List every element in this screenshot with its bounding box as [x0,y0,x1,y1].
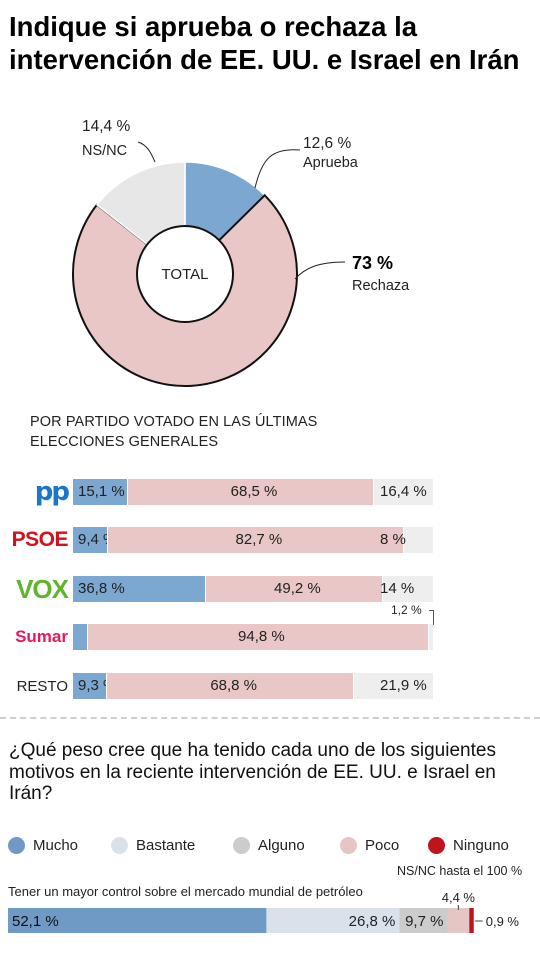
small-value-leader [429,610,434,625]
motive-value-label: 26,8 % [349,913,396,930]
legend-item-bastante: Bastante [111,834,195,856]
bar-value-label: 49,2 % [274,580,321,597]
party-bar: 9,3 % 68,8 % 21,9 % [73,673,433,699]
bar-segment-nsnc [428,624,433,650]
legend-swatch [428,836,445,854]
motive-row-label: Tener un mayor control sobre el mercado … [8,884,363,899]
party-chart-subtitle: POR PARTIDO VOTADO EN LAS ÚLTIMAS ELECCI… [30,414,318,450]
bar-segment-rechaza [106,527,405,553]
donut-hole [136,225,234,323]
motive-value-label: 9,7 % [405,913,443,930]
legend-swatch [111,836,128,854]
bar-segment-rechaza [205,576,383,602]
party-row-pp: pp 15,1 % 68,5 % 16,4 % [0,479,540,505]
slice-label-rechaza-value: 73 % [352,253,393,273]
motives-question: ¿Qué peso cree que ha tenido cada uno de… [9,740,496,804]
legend-label: Mucho [33,836,79,854]
bar-segment-nsnc [382,576,433,602]
bar-value-label: 15,1 % [78,483,125,500]
party-logo-sumar: Sumar [0,624,68,650]
party-bar: 4 %94,8 %1,2 % [73,603,434,650]
party-logo-text: Sumar [15,627,68,646]
bar-segment-aprueba [73,673,107,699]
motive-segment-bastante [266,908,400,933]
bar-value-label: 36,8 % [78,580,125,597]
slice-label-nsnc-value: 14,4 % [82,118,130,135]
slice-label-aprueba-name: Aprueba [303,155,359,171]
party-logo-text: PSOE [11,528,69,551]
legend-item-poco: Poco [340,834,399,856]
legend-swatch [340,836,357,854]
legend-swatch [8,836,25,854]
motive-bar-chart: 52,1 % 26,8 % 9,7 % 4,4 % 0,9 % [8,890,520,933]
legend: Mucho Bastante Alguno Poco Ninguno [8,834,538,856]
bar-segment-aprueba [73,527,107,553]
party-row-vox: VOX 36,8 % 49,2 % 14 % [0,573,540,604]
bar-segment-aprueba [73,576,206,602]
party-row-psoe: PSOE 9,4 % 82,7 % 8 % [0,527,540,553]
bar-segment-aprueba [73,624,88,650]
bar-value-label: 82,7 % [235,531,283,548]
party-logo-pp: pp [0,477,70,507]
party-logo-psoe: PSOE [0,527,69,553]
nsnc-note: NS/NC hasta el 100 % [397,864,523,878]
bar-segment-aprueba [73,479,128,505]
party-logo-resto: RESTO [0,673,68,699]
bar-segment-nsnc [373,479,433,505]
bar-value-label: 1,2 % [391,603,422,617]
legend-item-ninguno: Ninguno [428,834,509,856]
slice-label-aprueba-value: 12,6 % [303,135,351,152]
legend-item-mucho: Mucho [8,834,78,856]
party-logo-text: VOX [16,573,69,604]
bar-segment-nsnc [404,527,433,553]
party-row-sumar: Sumar4 %94,8 %1,2 % [0,603,540,650]
leader-line-nsnc [137,141,156,163]
party-bar: 9,4 % 82,7 % 8 % [73,527,433,553]
motive-value-label: 0,9 % [486,914,520,929]
party-logo-text: RESTO [16,677,68,695]
bar-segment-rechaza [127,479,374,505]
motive-segment-poco [447,908,470,933]
legend-label: Alguno [258,836,305,854]
motive-segment-ninguno [469,908,474,933]
legend-swatch [233,836,250,854]
bar-value-label: 8 % [380,531,406,548]
section-divider [0,717,540,719]
party-bar: 36,8 % 49,2 % 14 % [73,576,433,602]
motive-segment-alguno [399,908,448,933]
bar-segment-rechaza [87,624,429,650]
legend-label: Bastante [136,836,196,854]
motive-value-label: 4,4 % [442,890,476,905]
bar-segment-nsnc [354,673,433,699]
bar-value-label: 68,8 % [210,677,258,694]
party-logo-vox: VOX [0,573,69,604]
bar-value-label: 9,4 % [78,531,117,548]
bar-value-label: 16,4 % [380,483,427,500]
party-logo-text: pp [34,477,70,507]
leader-line-rechaza [294,261,346,280]
legend-item-alguno: Alguno [233,834,305,856]
motive-segment-mucho [8,908,267,933]
slice-label-nsnc-name: NS/NC [82,143,127,159]
bar-value-label: 14 % [380,580,415,597]
slice-label-rechaza-name: Rechaza [352,278,410,294]
party-bar: 15,1 % 68,5 % 16,4 % [73,479,433,505]
bar-value-label: 94,8 % [238,628,285,645]
donut-chart: TOTAL 12,6 % Aprueba 73 % Rechaza 14,4 %… [72,118,410,387]
legend-label: Poco [365,836,400,854]
party-row-resto: RESTO 9,3 % 68,8 % 21,9 % [0,673,540,699]
bar-segment-rechaza [106,673,355,699]
leader-line-aprueba [254,149,301,189]
motive-value-label: 52,1 % [12,913,59,930]
legend-label: Ninguno [453,836,509,854]
bar-value-label: 21,9 % [380,677,427,694]
chart-title: Indique si aprueba o rechaza la interven… [9,11,520,75]
bar-value-label: 68,5 % [230,483,278,500]
donut-center-label: TOTAL [162,266,209,283]
